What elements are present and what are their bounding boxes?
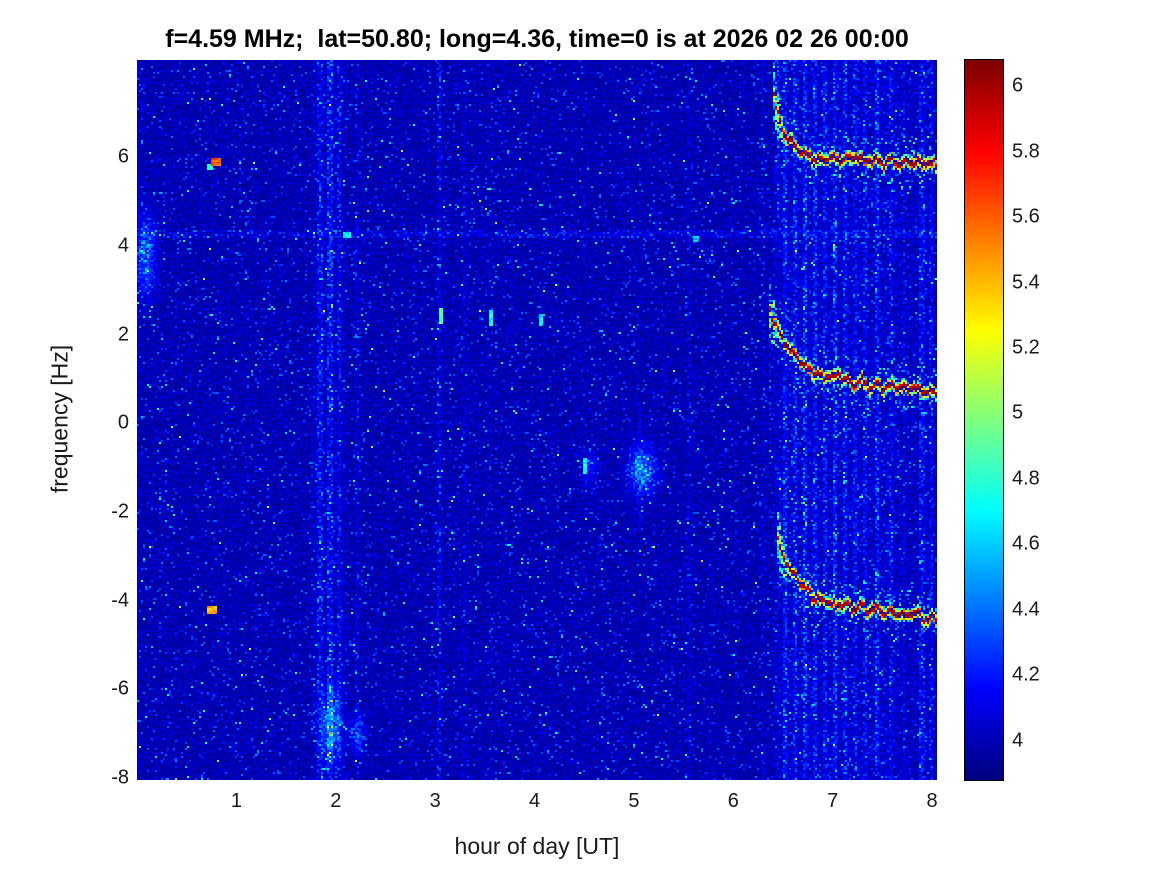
colorbar-tick-label: 6 — [1012, 74, 1024, 97]
chart-title: f=4.59 MHz; lat=50.80; long=4.36, time=0… — [165, 25, 909, 53]
y-tick-label: -2 — [111, 500, 129, 523]
y-tick-label: 6 — [117, 145, 129, 168]
x-tick-label: 5 — [628, 790, 640, 812]
colorbar-tick-label: 4.8 — [1012, 467, 1040, 490]
colorbar-tick-label: 5 — [1012, 401, 1024, 424]
colorbar-tick-label: 5.8 — [1012, 140, 1040, 163]
y-tick-label: 2 — [117, 323, 129, 346]
x-tick-label: 6 — [727, 790, 739, 812]
x-tick-label: 8 — [926, 790, 938, 812]
colorbar — [964, 59, 1004, 781]
colorbar-tick-label: 5.2 — [1012, 336, 1040, 359]
y-tick-label: 4 — [117, 234, 129, 257]
colorbar-tick-label: 5.6 — [1012, 205, 1040, 228]
colorbar-ticks: 4 4.2 4.4 4.6 4.8 5 5.2 5.4 5.6 5.8 6 — [1012, 60, 1092, 780]
x-tick-label: 7 — [827, 790, 839, 812]
x-tick-label: 2 — [330, 790, 342, 812]
colorbar-tick-label: 4.4 — [1012, 598, 1040, 621]
x-tick-label: 4 — [528, 790, 541, 812]
x-tick-label: 1 — [230, 790, 242, 812]
y-tick-label: -8 — [111, 766, 129, 789]
y-axis-ticks: -8 -6 -4 -2 0 2 4 6 — [0, 60, 129, 788]
x-axis-label: hour of day [UT] — [454, 833, 620, 859]
x-axis-ticks: 1 2 3 4 5 6 7 8 — [137, 784, 938, 812]
x-tick-label: 3 — [429, 790, 441, 812]
colorbar-tick-label: 4.2 — [1012, 663, 1040, 686]
spectrogram-heatmap — [137, 60, 937, 780]
y-tick-label: 0 — [117, 411, 129, 434]
colorbar-tick-label: 5.4 — [1012, 271, 1040, 294]
colorbar-tick-label: 4.6 — [1012, 532, 1040, 555]
y-tick-label: -6 — [111, 677, 129, 700]
colorbar-gradient — [965, 60, 1003, 780]
y-tick-label: -4 — [111, 589, 129, 612]
colorbar-tick-label: 4 — [1012, 729, 1024, 752]
